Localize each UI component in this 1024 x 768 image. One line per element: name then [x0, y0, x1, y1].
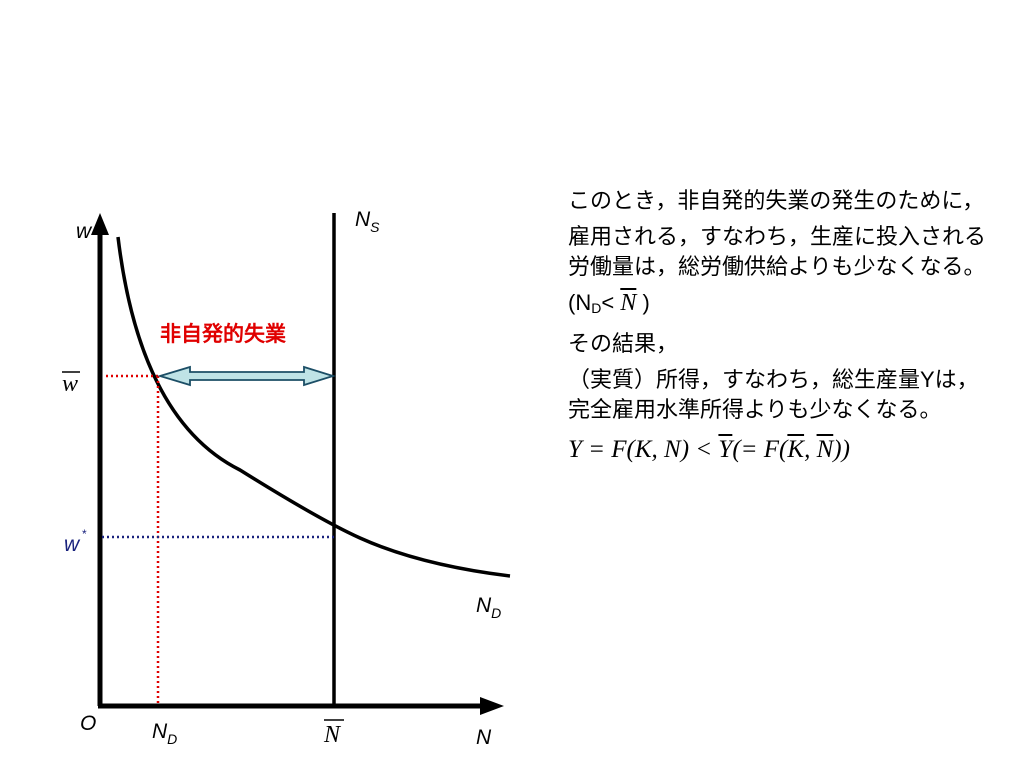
nd-tick-label: ND	[152, 720, 177, 747]
text-p5: （実質）所得，すなわち，総生産量Yは，完全雇用水準所得よりも少なくなる。	[568, 367, 979, 422]
svg-text:w: w	[62, 371, 78, 397]
unemployment-label: 非自発的失業	[160, 322, 287, 346]
nd-curve	[116, 236, 511, 578]
ns-label: NS	[355, 208, 380, 235]
svg-text:N: N	[323, 722, 342, 748]
origin-label: O	[80, 712, 96, 735]
x-axis-arrowhead	[480, 697, 504, 715]
nbar-tick-label: N	[323, 719, 344, 748]
nd-curve-label: ND	[476, 594, 501, 621]
svg-text:w: w	[64, 533, 81, 556]
explanation-panel: このとき，非自発的失業の発生のために， 雇用される，すなわち，生産に投入される労…	[568, 186, 988, 465]
y-axis-arrowhead	[91, 213, 109, 235]
output-formula: Y = F(K, N) < Y(= F(K, N))	[568, 436, 850, 463]
svg-text:*: *	[82, 527, 87, 541]
text-p3: (ND< N )	[568, 290, 650, 316]
text-p4: その結果，	[568, 331, 679, 356]
y-axis-label: w	[76, 220, 93, 243]
wbar-label: w	[62, 371, 80, 397]
unemployment-arrow	[156, 365, 337, 387]
text-p1: このとき，非自発的失業の発生のために，	[568, 188, 985, 213]
x-axis-label: N	[476, 726, 492, 749]
wstar-label: w *	[64, 527, 87, 556]
text-p2: 雇用される，すなわち，生産に投入される労働量は，総労働供給よりも少なくなる。	[568, 224, 987, 279]
labor-market-diagram: w NS 非自発的失業 w w * ND O ND N N	[62, 208, 511, 749]
